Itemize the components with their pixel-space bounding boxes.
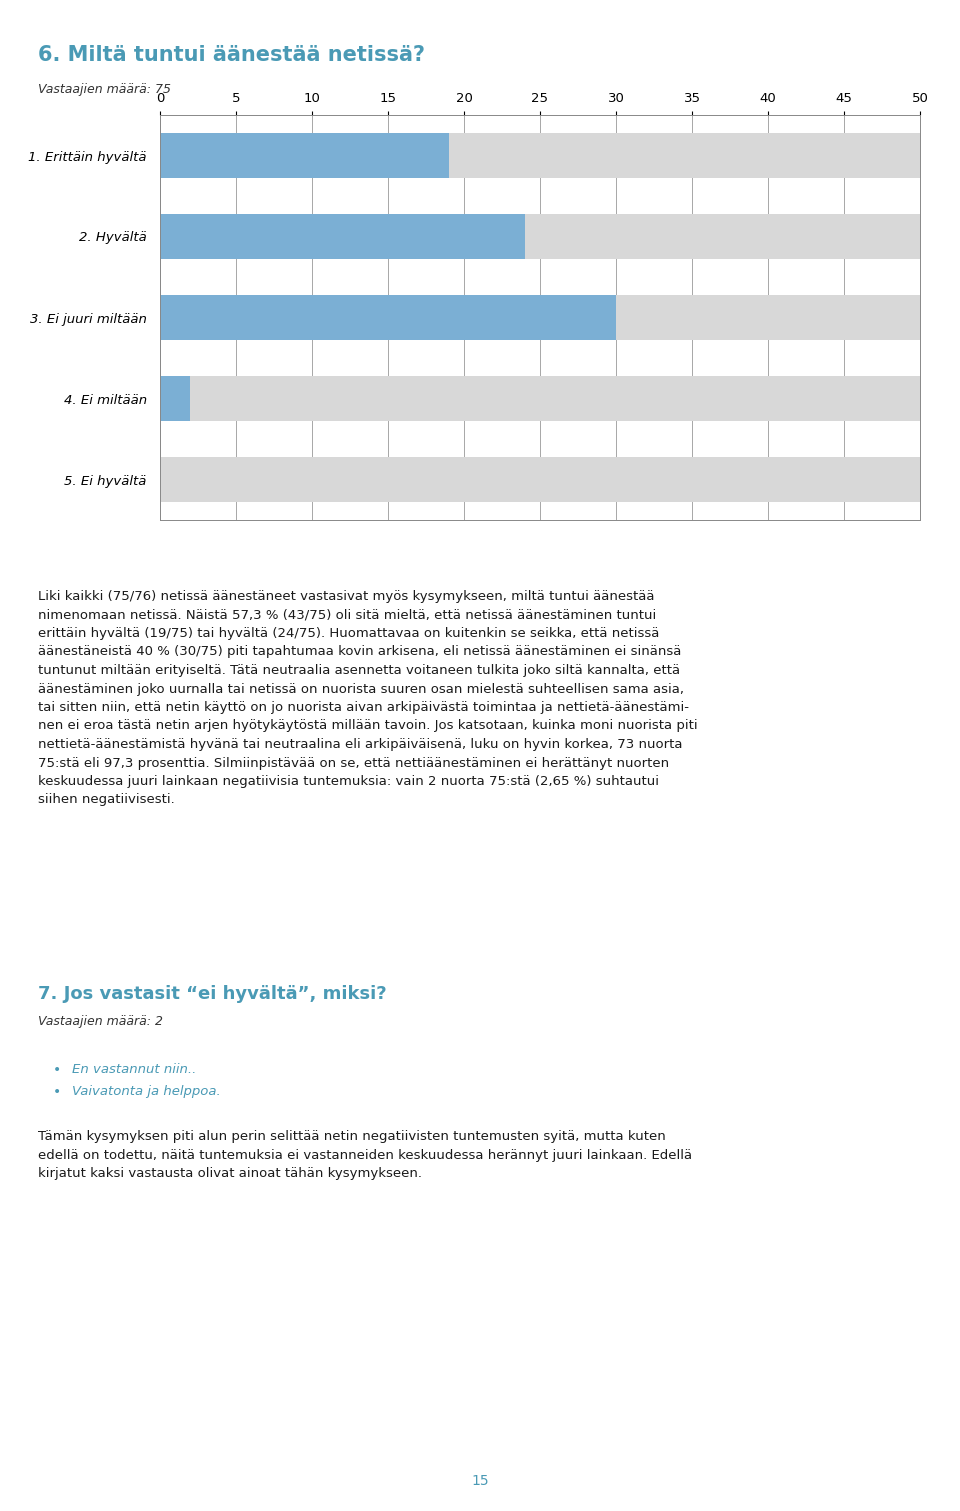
- Text: äänestäneistä 40 % (30/75) piti tapahtumaa kovin arkisena, eli netissä äänestämi: äänestäneistä 40 % (30/75) piti tapahtum…: [38, 645, 682, 659]
- Text: tai sitten niin, että netin käyttö on jo nuorista aivan arkipäivästä toimintaa j: tai sitten niin, että netin käyttö on jo…: [38, 701, 689, 715]
- Bar: [160, 215, 920, 258]
- Text: Vastaajien määrä: 2: Vastaajien määrä: 2: [38, 1015, 163, 1027]
- Text: •: •: [53, 1064, 61, 1077]
- Bar: [160, 376, 190, 420]
- Text: Tämän kysymyksen piti alun perin selittää netin negatiivisten tuntemusten syitä,: Tämän kysymyksen piti alun perin selittä…: [38, 1130, 666, 1142]
- Text: 7. Jos vastasit “ei hyvältä”, miksi?: 7. Jos vastasit “ei hyvältä”, miksi?: [38, 985, 387, 1003]
- Text: 15: 15: [471, 1475, 489, 1488]
- Text: 6. Miltä tuntui äänestää netissä?: 6. Miltä tuntui äänestää netissä?: [38, 45, 425, 65]
- Bar: [160, 215, 525, 258]
- Bar: [160, 133, 448, 178]
- Text: nimenomaan netissä. Näistä 57,3 % (43/75) oli sitä mieltä, että netissä äänestäm: nimenomaan netissä. Näistä 57,3 % (43/75…: [38, 609, 657, 621]
- Text: äänestäminen joko uurnalla tai netissä on nuorista suuren osan mielestä suhteell: äänestäminen joko uurnalla tai netissä o…: [38, 683, 684, 695]
- Text: En vastannut niin..: En vastannut niin..: [72, 1064, 197, 1076]
- Text: •: •: [53, 1085, 61, 1098]
- Text: kirjatut kaksi vastausta olivat ainoat tähän kysymykseen.: kirjatut kaksi vastausta olivat ainoat t…: [38, 1166, 422, 1180]
- Text: Vastaajien määrä: 75: Vastaajien määrä: 75: [38, 83, 172, 97]
- Text: Vaivatonta ja helppoa.: Vaivatonta ja helppoa.: [72, 1085, 221, 1098]
- Text: Liki kaikki (75/76) netissä äänestäneet vastasivat myös kysymykseen, miltä tuntu: Liki kaikki (75/76) netissä äänestäneet …: [38, 589, 655, 603]
- Bar: [160, 458, 920, 502]
- Bar: [160, 376, 920, 420]
- Text: erittäin hyvältä (19/75) tai hyvältä (24/75). Huomattavaa on kuitenkin se seikka: erittäin hyvältä (19/75) tai hyvältä (24…: [38, 627, 660, 641]
- Text: nettietä-äänestämistä hyvänä tai neutraalina eli arkipäiväisenä, luku on hyvin k: nettietä-äänestämistä hyvänä tai neutraa…: [38, 737, 683, 751]
- Text: 75:stä eli 97,3 prosenttia. Silmiinpistävää on se, että nettiäänestäminen ei her: 75:stä eli 97,3 prosenttia. Silmiinpistä…: [38, 757, 669, 769]
- Text: edellä on todettu, näitä tuntemuksia ei vastanneiden keskuudessa herännyt juuri : edellä on todettu, näitä tuntemuksia ei …: [38, 1148, 692, 1162]
- Bar: [160, 295, 616, 340]
- Bar: [160, 133, 920, 178]
- Text: keskuudessa juuri lainkaan negatiivisia tuntemuksia: vain 2 nuorta 75:stä (2,65 : keskuudessa juuri lainkaan negatiivisia …: [38, 775, 660, 789]
- Bar: [160, 295, 920, 340]
- Text: siihen negatiivisesti.: siihen negatiivisesti.: [38, 793, 175, 807]
- Text: nen ei eroa tästä netin arjen hyötykäytöstä millään tavoin. Jos katsotaan, kuink: nen ei eroa tästä netin arjen hyötykäytö…: [38, 719, 698, 733]
- Text: tuntunut miltään erityiseltä. Tätä neutraalia asennetta voitaneen tulkita joko s: tuntunut miltään erityiseltä. Tätä neutr…: [38, 663, 681, 677]
